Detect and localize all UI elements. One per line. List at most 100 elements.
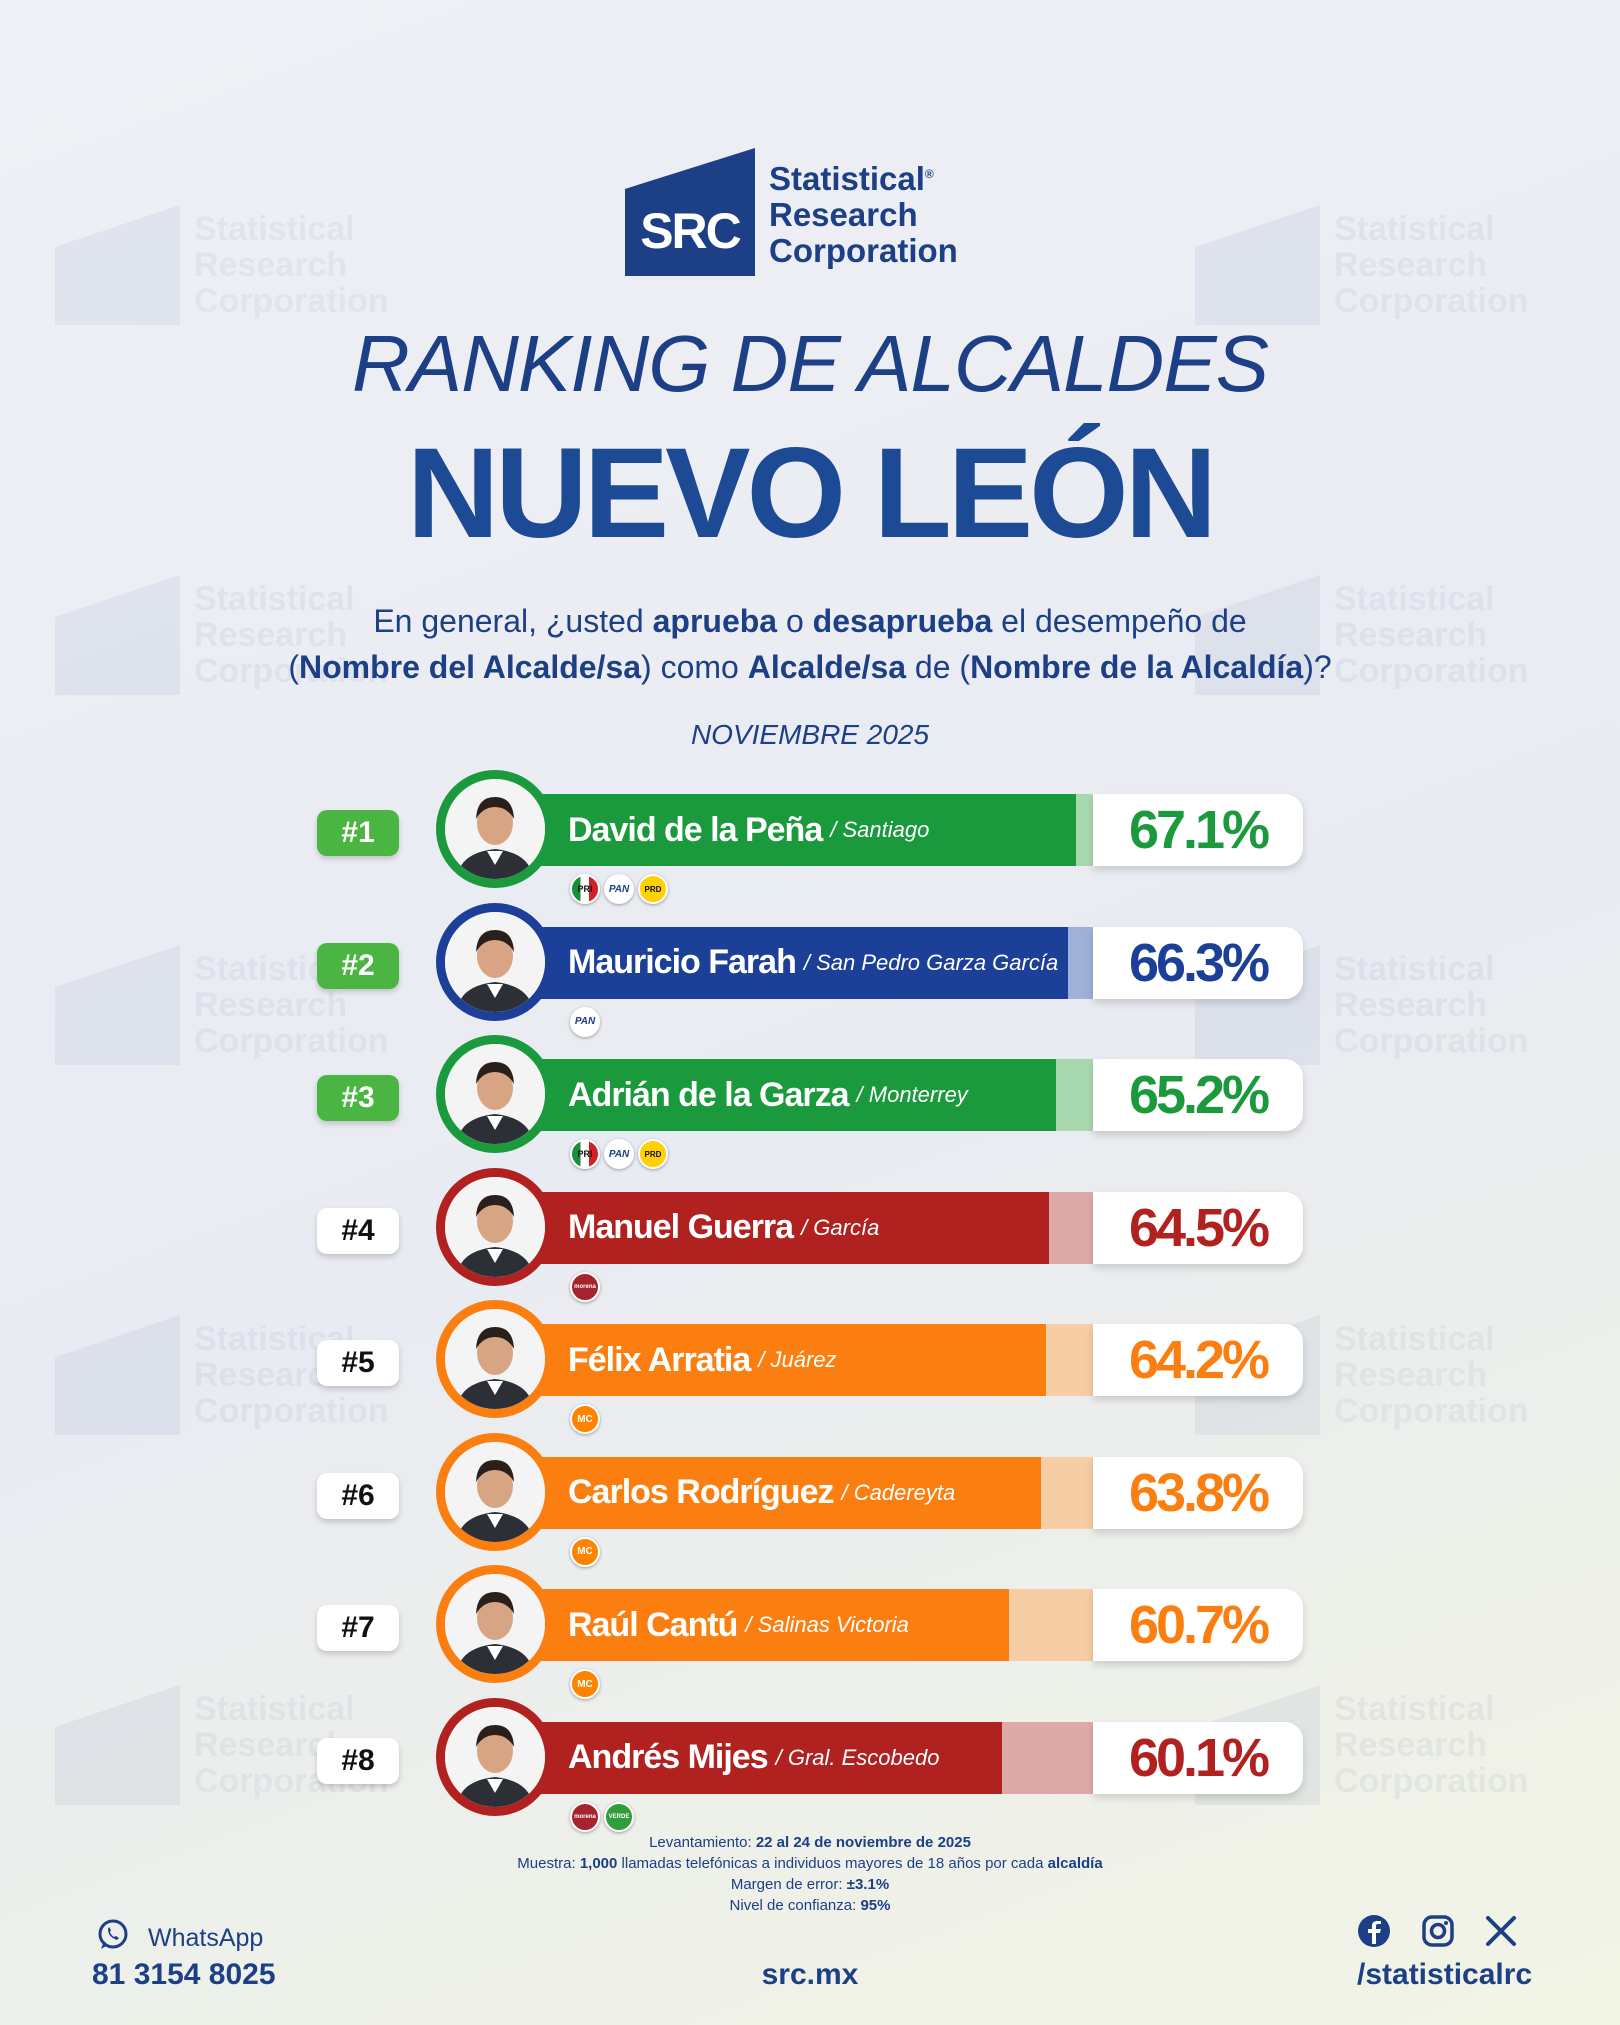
municipality-name: / García [801,1214,880,1240]
survey-question: En general, ¿usted aprueba o desaprueba … [288,603,1332,685]
mayor-label: Mauricio Farah / San Pedro Garza García [568,927,1058,999]
party-logo-pan: PAN [570,1006,600,1037]
rank-badge: #3 [317,1075,399,1121]
mayor-photo [436,902,554,1021]
party-logo-morena: morena [570,1271,600,1302]
instagram-icon[interactable] [1421,1914,1455,1953]
party-logo-pri: PRI [570,874,600,904]
percentage-label: 60.7% [1093,1589,1303,1661]
municipality-name: / Salinas Victoria [745,1612,909,1637]
party-logo-prd: PRD [638,1139,668,1169]
social-icons [1357,1914,1517,1953]
bar-fill [525,1721,1003,1794]
phone-number[interactable]: 81 3154 8025 [92,1958,276,1991]
social-handle[interactable]: /statisticalrc [1357,1958,1533,1991]
mayor-name: Raúl Cantú [568,1605,738,1644]
party-logos: MC [570,1669,600,1699]
ranking-row: 65.2% #3 Adrián de la Garza / Monterrey PRI P… [0,1035,1620,1169]
watermark-logo: Statistical Research Corporation [55,205,389,325]
whatsapp-label: WhatsApp [148,1924,264,1952]
page-title: RANKING DE ALCALDES [351,319,1269,408]
mayor-photo [436,1300,554,1418]
percentage-label: 63.8% [1093,1456,1303,1529]
mayor-name: Andrés Mijes [568,1738,769,1776]
party-logo-mc: MC [570,1404,600,1434]
ranking-row: 67.1% #1 David de la Peña / Santiago PRI PAN P… [0,770,1620,904]
percentage-label: 64.5% [1093,1191,1303,1264]
mayor-label: Félix Arratia / Juárez [568,1324,837,1396]
mayor-name: David de la Peña [568,810,823,849]
percentage-label: 67.1% [1093,794,1303,866]
ranking-row: 64.2% #5 Félix Arratia / Juárez MC [0,1300,1620,1434]
src-logo-text: Statistical® Research Corporation [769,159,958,269]
bar-fill [525,1059,1056,1131]
ranking-row: 60.7% #7 Raúl Cantú / Salinas Victoria MC [0,1565,1620,1699]
mayor-label: Andrés Mijes / Gral. Escobedo [568,1722,940,1794]
party-logos: morena VERDE [570,1801,634,1832]
note-fieldwork: Levantamiento: 22 al 24 de noviembre de … [649,1834,971,1851]
rank-badge: #5 [317,1340,399,1386]
percentage-label: 66.3% [1093,926,1303,999]
watermark-logo: Statistical Research Corporation [1195,205,1529,325]
mayor-name: Adrián de la Garza [568,1075,850,1114]
municipality-name: / Santiago [830,817,930,842]
municipality-name: / Monterrey [856,1082,968,1107]
mayor-photo [436,1432,554,1551]
municipality-name: / Cadereyta [841,1479,956,1505]
party-logo-prd: PRD [638,874,668,904]
mayor-photo [436,1167,554,1286]
src-logo-mark: SRC [625,148,755,276]
mayor-label: Carlos Rodríguez / Cadereyta [568,1457,955,1529]
mayor-name: Mauricio Farah [568,943,797,981]
whatsapp-icon [96,1918,130,1959]
rank-badge: #2 [317,942,399,989]
mayor-label: Manuel Guerra / García [568,1192,879,1264]
ranking-row: 64.5% #4 Manuel Guerra / García morena [0,1167,1620,1302]
party-logos: MC [570,1536,600,1567]
party-logo-mc: MC [570,1669,600,1699]
rank-badge: #1 [317,810,399,856]
page-subtitle: NUEVO LEÓN [406,422,1217,565]
facebook-icon[interactable] [1357,1914,1391,1953]
note-sample: Muestra: 1,000 llamadas telefónicas a in… [517,1855,1103,1872]
party-logos: MC [570,1404,600,1434]
party-logo-verde: VERDE [604,1801,634,1832]
src-logo: SRC Statistical® Research Corporation [625,148,958,276]
percentage-label: 65.2% [1093,1059,1303,1131]
party-logos: morena [570,1271,600,1302]
mayor-name: Félix Arratia [568,1340,751,1379]
party-logos: PRI PAN PRD [570,874,668,904]
mayor-label: Raúl Cantú / Salinas Victoria [568,1589,909,1661]
percentage-label: 64.2% [1093,1324,1303,1396]
municipality-name: / Juárez [758,1347,837,1372]
party-logo-morena: morena [570,1801,600,1832]
municipality-name: / San Pedro Garza García [803,949,1059,975]
bar-fill [525,1456,1042,1529]
mayor-photo [436,1565,554,1683]
municipality-name: / Gral. Escobedo [775,1744,940,1770]
bar-fill [525,794,1076,866]
survey-period: NOVIEMBRE 2025 [690,719,930,750]
note-confidence: Nivel de confianza: 95% [729,1897,891,1914]
party-logo-pri: PRI [570,1139,600,1169]
party-logos: PRI PAN PRD [570,1139,668,1169]
x-twitter-icon[interactable] [1485,1915,1517,1952]
rank-badge: #4 [317,1207,399,1254]
mayor-photo [436,770,554,888]
rank-badge: #8 [317,1737,399,1784]
methodology-notes: Levantamiento: 22 al 24 de noviembre de … [0,1832,1620,1916]
party-logos: PAN [570,1006,600,1037]
mayor-name: Carlos Rodríguez [568,1473,834,1511]
percentage-label: 60.1% [1093,1721,1303,1794]
mayor-label: David de la Peña / Santiago [568,794,929,866]
whatsapp-contact[interactable]: WhatsApp [96,1918,263,1959]
website-link[interactable]: src.mx [761,1958,859,1991]
mayor-name: Manuel Guerra [568,1208,794,1246]
party-logo-pan: PAN [604,874,634,904]
note-margin: Margen de error: ±3.1% [730,1876,890,1893]
ranking-row: 63.8% #6 Carlos Rodríguez / Cadereyta MC [0,1432,1620,1567]
party-logo-mc: MC [570,1536,600,1567]
mayor-label: Adrián de la Garza / Monterrey [568,1059,968,1131]
bar-fill [525,926,1068,999]
bar-fill [525,1324,1046,1396]
